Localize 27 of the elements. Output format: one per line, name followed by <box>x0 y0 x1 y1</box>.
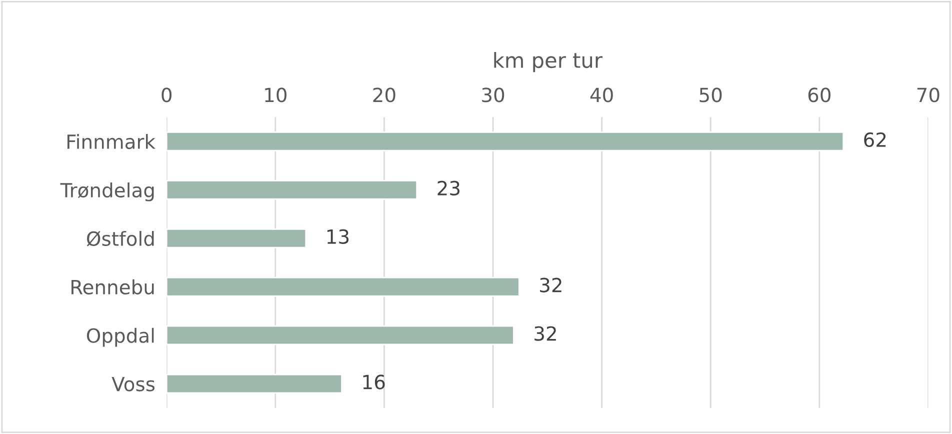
x-tick-label: 30 <box>482 88 504 102</box>
x-tick-label: 50 <box>700 88 722 102</box>
bar <box>166 325 514 346</box>
bar <box>166 180 418 200</box>
bar <box>166 374 342 394</box>
x-tick-label: 60 <box>808 88 830 102</box>
x-tick-label: 10 <box>265 88 286 102</box>
y-tick-label: Finnmark <box>67 134 156 150</box>
y-tick-label: Voss <box>112 376 155 392</box>
data-label: 16 <box>363 374 385 390</box>
x-axis-title: km per tur <box>494 52 602 72</box>
x-tick-label: 40 <box>590 88 613 102</box>
y-tick-label: Trøndelag <box>60 182 154 202</box>
data-label: 23 <box>438 180 460 196</box>
data-label: 32 <box>534 326 556 341</box>
y-tick-label: Oppdal <box>86 328 154 347</box>
bar <box>166 228 307 248</box>
data-label: 32 <box>540 278 562 292</box>
x-tick-label: 70 <box>917 88 940 102</box>
data-label: 62 <box>864 132 886 148</box>
y-tick-label: Rennebu <box>72 279 154 294</box>
data-label: 13 <box>327 229 348 244</box>
y-tick-label: Østfold <box>86 230 154 246</box>
x-tick-label: 0 <box>162 88 172 102</box>
bar <box>166 276 520 297</box>
bar <box>166 132 844 152</box>
x-tick-label: 20 <box>373 88 396 102</box>
